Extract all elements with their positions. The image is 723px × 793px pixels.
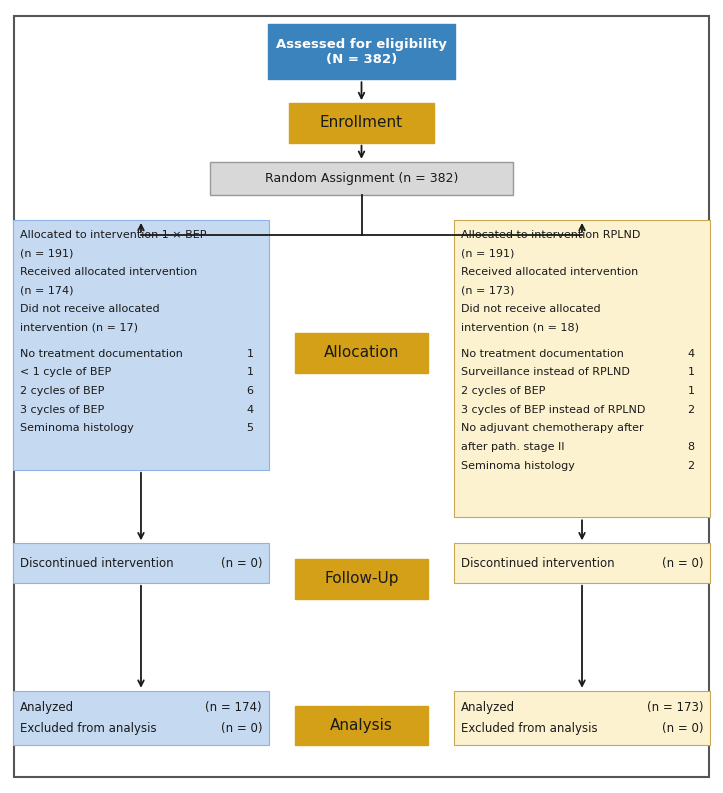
Text: Excluded from analysis: Excluded from analysis	[20, 722, 156, 735]
Text: (n = 0): (n = 0)	[221, 557, 262, 569]
Text: Excluded from analysis: Excluded from analysis	[461, 722, 597, 735]
Text: No treatment documentation: No treatment documentation	[20, 349, 183, 359]
FancyBboxPatch shape	[268, 24, 455, 79]
FancyBboxPatch shape	[295, 559, 428, 599]
FancyBboxPatch shape	[295, 333, 428, 373]
FancyBboxPatch shape	[454, 691, 711, 745]
FancyBboxPatch shape	[295, 706, 428, 745]
Text: Allocated to intervention RPLND: Allocated to intervention RPLND	[461, 230, 641, 239]
Text: (n = 0): (n = 0)	[662, 722, 703, 735]
Text: Received allocated intervention: Received allocated intervention	[461, 266, 638, 277]
FancyBboxPatch shape	[454, 220, 711, 517]
Text: No treatment documentation: No treatment documentation	[461, 349, 624, 359]
Text: Did not receive allocated: Did not receive allocated	[461, 304, 601, 314]
Text: (n = 173): (n = 173)	[461, 285, 514, 296]
Text: (n = 174): (n = 174)	[20, 285, 73, 296]
Text: Allocated to intervention 1 × BEP: Allocated to intervention 1 × BEP	[20, 230, 206, 239]
Text: (n = 173): (n = 173)	[646, 700, 703, 714]
Text: 1: 1	[688, 386, 695, 396]
Text: 5: 5	[247, 423, 253, 434]
FancyBboxPatch shape	[454, 543, 711, 583]
Text: Seminoma histology: Seminoma histology	[461, 461, 575, 471]
FancyBboxPatch shape	[13, 543, 269, 583]
Text: 2 cycles of BEP: 2 cycles of BEP	[20, 386, 104, 396]
Text: 8: 8	[688, 442, 695, 452]
Text: 4: 4	[247, 404, 253, 415]
Text: Seminoma histology: Seminoma histology	[20, 423, 134, 434]
Text: < 1 cycle of BEP: < 1 cycle of BEP	[20, 367, 111, 377]
Text: (n = 191): (n = 191)	[20, 248, 73, 259]
Text: Enrollment: Enrollment	[320, 116, 403, 130]
Text: after path. stage II: after path. stage II	[461, 442, 565, 452]
Text: 1: 1	[247, 349, 253, 359]
FancyBboxPatch shape	[210, 162, 513, 195]
Text: Random Assignment (n = 382): Random Assignment (n = 382)	[265, 172, 458, 185]
FancyBboxPatch shape	[13, 220, 269, 469]
Text: No adjuvant chemotherapy after: No adjuvant chemotherapy after	[461, 423, 643, 434]
Text: (n = 191): (n = 191)	[461, 248, 514, 259]
Text: 3 cycles of BEP instead of RPLND: 3 cycles of BEP instead of RPLND	[461, 404, 646, 415]
Text: Allocation: Allocation	[324, 346, 399, 360]
Text: Surveillance instead of RPLND: Surveillance instead of RPLND	[461, 367, 630, 377]
Text: 2: 2	[688, 404, 695, 415]
Text: 3 cycles of BEP: 3 cycles of BEP	[20, 404, 104, 415]
Text: (n = 0): (n = 0)	[662, 557, 703, 569]
Text: 2: 2	[688, 461, 695, 471]
FancyBboxPatch shape	[13, 691, 269, 745]
Text: Discontinued intervention: Discontinued intervention	[20, 557, 174, 569]
Text: 6: 6	[247, 386, 253, 396]
FancyBboxPatch shape	[289, 103, 434, 143]
Text: Assessed for eligibility
(N = 382): Assessed for eligibility (N = 382)	[276, 37, 447, 66]
Text: Analysis: Analysis	[330, 718, 393, 733]
Text: (n = 174): (n = 174)	[205, 700, 262, 714]
Text: Follow-Up: Follow-Up	[324, 572, 399, 586]
Text: 4: 4	[688, 349, 695, 359]
Text: (n = 0): (n = 0)	[221, 722, 262, 735]
Text: Discontinued intervention: Discontinued intervention	[461, 557, 615, 569]
Text: 2 cycles of BEP: 2 cycles of BEP	[461, 386, 545, 396]
Text: Analyzed: Analyzed	[461, 700, 515, 714]
Text: Received allocated intervention: Received allocated intervention	[20, 266, 197, 277]
Text: intervention (n = 17): intervention (n = 17)	[20, 323, 138, 333]
Text: Did not receive allocated: Did not receive allocated	[20, 304, 160, 314]
Text: 1: 1	[247, 367, 253, 377]
Text: intervention (n = 18): intervention (n = 18)	[461, 323, 579, 333]
Text: Analyzed: Analyzed	[20, 700, 74, 714]
Text: 1: 1	[688, 367, 695, 377]
